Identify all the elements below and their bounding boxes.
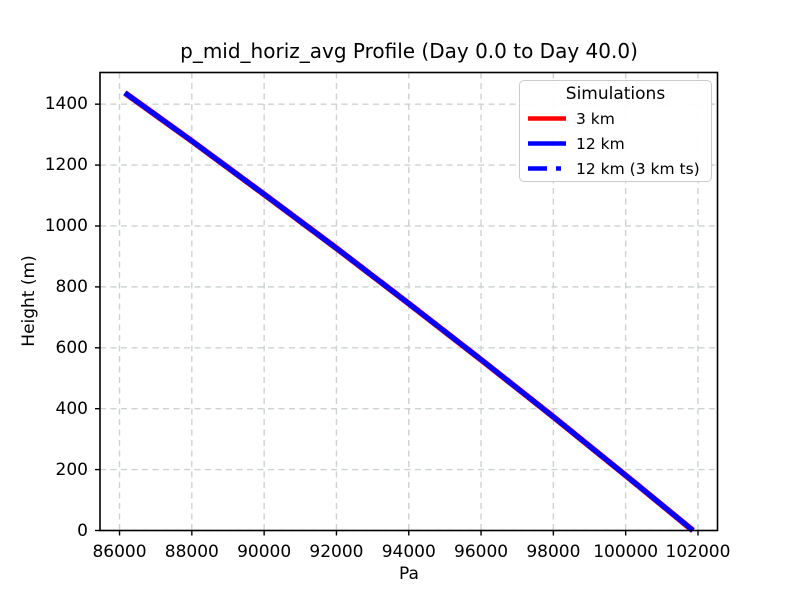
x-tick-label: 88000 <box>164 542 219 562</box>
y-tick-label: 0 <box>77 520 88 541</box>
y-tick-label: 1200 <box>44 155 88 176</box>
y-axis-label: Height (m) <box>19 255 39 347</box>
x-tick-label: 86000 <box>92 542 147 562</box>
x-tick-label: 102000 <box>665 542 731 562</box>
x-tick-label: 94000 <box>381 542 436 562</box>
legend-entry: 3 km <box>520 106 711 131</box>
legend-line-swatch <box>528 116 566 121</box>
x-axis-label: Pa <box>399 564 419 584</box>
legend: Simulations 3 km 12 km 12 km (3 km ts) <box>519 80 712 182</box>
y-tick-label: 1000 <box>44 215 88 236</box>
y-tick-label: 200 <box>55 459 88 480</box>
x-tick-label: 92000 <box>309 542 364 562</box>
x-tick-label: 96000 <box>454 542 509 562</box>
series-line <box>123 90 695 533</box>
x-tick-label: 90000 <box>237 542 292 562</box>
x-tick-label: 98000 <box>526 542 581 562</box>
legend-items: 3 km 12 km 12 km (3 km ts) <box>520 106 711 181</box>
y-tick-label: 800 <box>55 276 88 297</box>
legend-entry-label: 3 km <box>576 109 615 128</box>
y-tick-label: 1400 <box>44 94 88 115</box>
legend-entry-label: 12 km (3 km ts) <box>576 159 700 178</box>
y-tick-label: 400 <box>55 398 88 419</box>
legend-entry: 12 km (3 km ts) <box>520 156 711 181</box>
legend-entry: 12 km <box>520 131 711 156</box>
legend-title: Simulations <box>565 84 666 104</box>
x-tick-label: 100000 <box>593 542 659 562</box>
chart-title: p_mid_horiz_avg Profile (Day 0.0 to Day … <box>180 39 638 63</box>
legend-entry-label: 12 km <box>576 134 625 153</box>
y-tick-label: 600 <box>55 337 88 358</box>
legend-line-swatch <box>528 141 566 146</box>
legend-line-swatch <box>528 166 566 171</box>
